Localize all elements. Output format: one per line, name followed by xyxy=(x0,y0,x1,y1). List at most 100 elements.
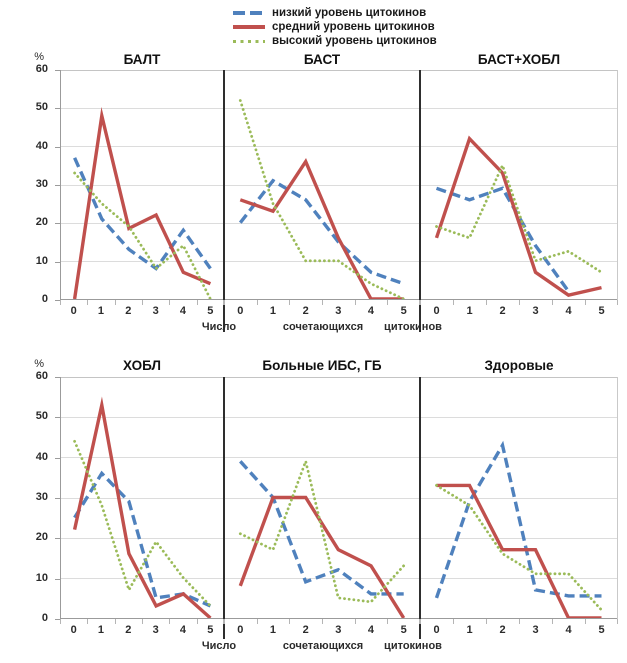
series-line-mid xyxy=(434,135,602,298)
x-axis-tick-row: 0 1 2 3 4 5 xyxy=(224,300,420,320)
x-axis-title-word: сочетающихся xyxy=(282,640,364,652)
x-axis-tick-mark xyxy=(289,300,290,305)
x-axis-tick-label: 0 xyxy=(237,305,244,317)
legend-item-mid: средний уровень цитокинов xyxy=(233,20,437,34)
y-axis-tick-mark xyxy=(55,417,60,418)
y-axis-tick-mark xyxy=(55,377,60,378)
x-axis-tick-mark xyxy=(419,300,420,305)
x-axis-tick-mark xyxy=(87,619,88,624)
y-axis-tick-mark xyxy=(55,262,60,263)
series-line-mid xyxy=(72,106,212,299)
chart-plot-bast xyxy=(224,70,420,300)
series-line-low xyxy=(73,157,212,271)
y-axis-tick-label: 0 xyxy=(41,612,48,624)
series-line-mid xyxy=(239,158,404,299)
x-axis-tick-label: 1 xyxy=(269,624,277,636)
x-axis-tick-mark xyxy=(223,300,224,305)
x-axis-tick-label: 4 xyxy=(179,305,187,317)
x-axis-tick-mark xyxy=(617,619,618,624)
x-axis-tick-mark xyxy=(322,619,323,624)
panel-title-balt: БАЛТ xyxy=(123,52,161,67)
series-line-high xyxy=(435,161,603,274)
x-axis-tick-label: 2 xyxy=(125,305,132,317)
x-axis-tick-label: 5 xyxy=(207,305,214,317)
x-axis-tick-label: 0 xyxy=(70,305,77,317)
x-axis-tick-mark xyxy=(585,300,586,305)
plot-right-edge xyxy=(617,70,618,300)
x-axis-tick-mark xyxy=(87,300,88,305)
y-axis-tick-mark xyxy=(55,108,60,109)
y-axis-tick-label: 30 xyxy=(35,178,48,190)
legend-label-high: высокий уровень цитокинов xyxy=(272,35,437,47)
y-axis-tick-label: 0 xyxy=(41,293,48,305)
chart-canvas xyxy=(224,70,420,299)
x-axis-tick-mark xyxy=(142,300,143,305)
x-axis-tick-label: 0 xyxy=(433,624,440,636)
y-axis-tick-label: 20 xyxy=(35,216,48,229)
panel-title-zdorovye: Здоровые xyxy=(484,358,554,373)
x-axis-tick-label: 5 xyxy=(400,305,407,317)
y-axis-tick-mark xyxy=(55,147,60,148)
x-axis-tick-mark xyxy=(60,619,61,624)
x-axis-tick-mark xyxy=(197,300,198,305)
series-line-high xyxy=(73,171,212,299)
y-axis-tick-mark xyxy=(55,619,60,620)
x-axis-tick-mark xyxy=(169,300,170,305)
x-axis-tick-mark xyxy=(355,300,356,305)
series-line-mid xyxy=(238,495,406,618)
x-axis-tick-row: 0 1 2 3 4 5 xyxy=(224,619,420,639)
x-axis-tick-mark xyxy=(115,619,116,624)
x-axis-title-word: Число xyxy=(201,640,237,652)
x-axis-tick-mark xyxy=(387,619,388,624)
x-axis-tick-label: 1 xyxy=(466,624,473,636)
panel-separator xyxy=(419,377,421,639)
series-line-low xyxy=(435,186,570,293)
x-axis-tick-mark xyxy=(420,300,421,305)
legend-item-low: низкий уровень цитокинов xyxy=(233,6,437,20)
chart-plot-bast-hobl xyxy=(420,70,618,300)
x-axis-tick-mark xyxy=(617,300,618,305)
chart-plot-ibs-gb xyxy=(224,377,420,619)
x-axis-tick-label: 1 xyxy=(466,305,473,317)
x-axis-tick-label: 4 xyxy=(367,624,375,636)
panel-title-bast: БАСТ xyxy=(303,52,341,67)
legend-item-high: высокий уровень цитокинов xyxy=(233,34,437,48)
x-axis-tick-label: 0 xyxy=(237,624,244,636)
x-axis-tick-label: 3 xyxy=(532,305,539,317)
x-axis-tick-mark xyxy=(355,619,356,624)
x-axis-tick-mark xyxy=(552,619,553,624)
panel-title-ibs-gb: Больные ИБС, ГБ xyxy=(262,358,382,373)
chart-canvas xyxy=(224,377,420,618)
x-axis-tick-row: 0 1 2 3 4 5 xyxy=(60,300,224,320)
x-axis-tick-mark xyxy=(257,300,258,305)
x-axis-tick-mark xyxy=(169,619,170,624)
x-axis-tick-label: 1 xyxy=(97,624,105,636)
x-axis-tick-mark xyxy=(420,619,421,624)
y-axis-tick-label: 60 xyxy=(35,370,48,382)
panel-separator xyxy=(223,377,225,639)
y-axis-tick-mark xyxy=(55,458,60,459)
x-axis-tick-mark xyxy=(60,300,61,305)
x-axis-tick-label: 3 xyxy=(335,624,342,636)
chart-canvas xyxy=(420,377,618,618)
x-axis-tick-label: 3 xyxy=(152,305,159,317)
y-axis-tick-label: 40 xyxy=(35,450,48,463)
y-axis-tick-label: 60 xyxy=(35,63,48,75)
x-axis-tick-row: 0 1 2 3 4 5 xyxy=(60,619,224,639)
panel-separator xyxy=(419,70,421,332)
y-axis-tick-mark xyxy=(55,579,60,580)
x-axis-tick-label: 2 xyxy=(302,305,309,317)
x-axis-tick-mark xyxy=(453,300,454,305)
x-axis-tick-mark xyxy=(224,300,225,305)
x-axis-tick-label: 4 xyxy=(565,305,572,317)
x-axis-tick-mark xyxy=(289,619,290,624)
x-axis-tick-mark xyxy=(224,619,225,624)
x-axis-tick-mark xyxy=(552,300,553,305)
x-axis-tick-label: 2 xyxy=(499,624,506,636)
legend: низкий уровень цитокинов средний уровень… xyxy=(233,6,437,48)
x-axis-tick-mark xyxy=(223,619,224,624)
panel-title-hobl: ХОБЛ xyxy=(123,358,161,373)
series-line-high xyxy=(238,456,406,604)
x-axis-title-word: цитокинов xyxy=(384,321,442,333)
